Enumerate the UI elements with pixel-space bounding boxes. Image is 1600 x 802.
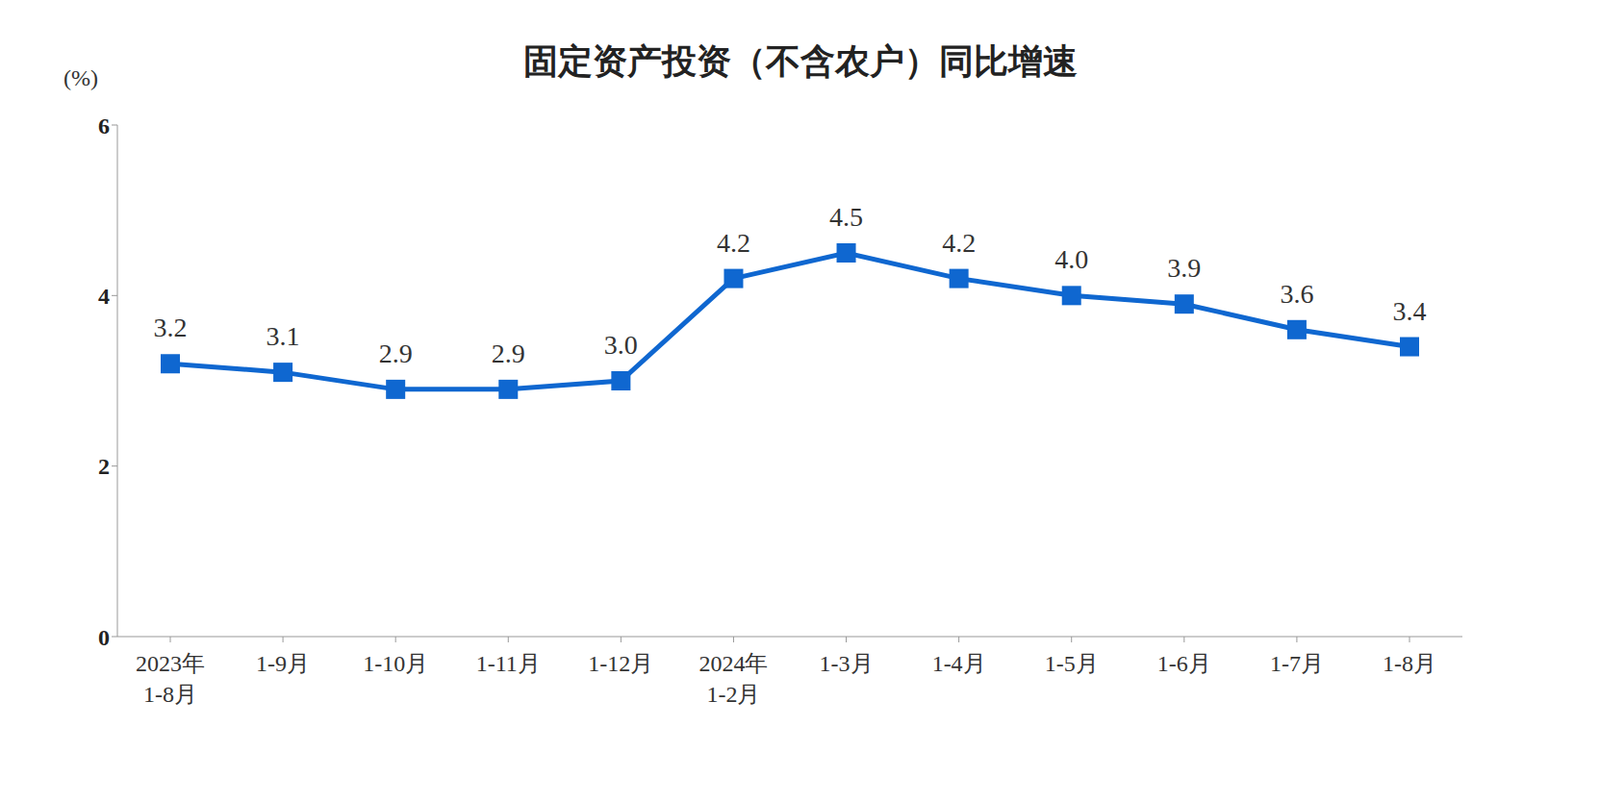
svg-text:3.4: 3.4: [1393, 296, 1427, 327]
svg-text:1-10月: 1-10月: [362, 651, 429, 677]
svg-text:0: 0: [98, 625, 110, 651]
svg-text:1-12月: 1-12月: [587, 651, 654, 677]
svg-text:2.9: 2.9: [491, 338, 526, 369]
svg-text:3.9: 3.9: [1167, 253, 1201, 283]
svg-text:4.5: 4.5: [829, 202, 864, 232]
svg-text:1-11月: 1-11月: [476, 651, 541, 677]
svg-text:1-4月: 1-4月: [932, 651, 987, 677]
svg-text:2024年: 2024年: [698, 651, 768, 677]
svg-text:3.0: 3.0: [604, 330, 638, 360]
svg-text:1-7月: 1-7月: [1269, 651, 1324, 677]
svg-text:1-8月: 1-8月: [1382, 651, 1437, 677]
svg-text:6: 6: [98, 113, 110, 139]
html-text:固定资产投资（不含农户）同比增速: 固定资产投资（不含农户）同比增速: [522, 41, 1078, 81]
svg-text:4.2: 4.2: [941, 228, 976, 258]
svg-text:2: 2: [98, 454, 110, 480]
svg-text:1-6月: 1-6月: [1157, 651, 1212, 677]
svg-text:3.1: 3.1: [266, 321, 301, 352]
svg-text:3.6: 3.6: [1279, 279, 1314, 309]
svg-text:1-9月: 1-9月: [255, 651, 310, 677]
svg-text:1-2月: 1-2月: [706, 682, 761, 708]
svg-text:1-3月: 1-3月: [819, 651, 874, 677]
svg-text:4.0: 4.0: [1054, 244, 1089, 275]
svg-text:1-8月: 1-8月: [143, 682, 198, 708]
svg-text:1-5月: 1-5月: [1044, 651, 1099, 677]
svg-text:4.2: 4.2: [716, 228, 751, 258]
svg-text:2023年: 2023年: [135, 651, 205, 677]
svg-text:2.9: 2.9: [379, 338, 413, 369]
svg-text:3.2: 3.2: [153, 312, 188, 343]
svg-text:4: 4: [98, 283, 110, 309]
